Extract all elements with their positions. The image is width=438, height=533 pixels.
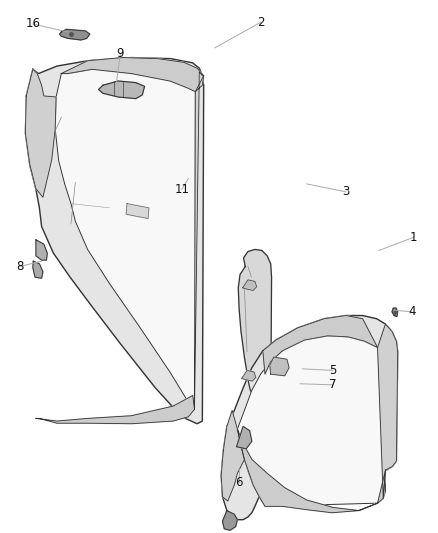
Polygon shape bbox=[36, 395, 194, 424]
Polygon shape bbox=[60, 29, 90, 40]
Polygon shape bbox=[55, 67, 195, 409]
Polygon shape bbox=[221, 316, 398, 520]
Text: 8: 8 bbox=[16, 260, 23, 273]
Polygon shape bbox=[263, 316, 378, 374]
Polygon shape bbox=[237, 429, 385, 513]
Polygon shape bbox=[392, 308, 398, 317]
Polygon shape bbox=[238, 249, 272, 427]
Text: 3: 3 bbox=[343, 185, 350, 198]
Polygon shape bbox=[242, 370, 256, 381]
Polygon shape bbox=[126, 204, 149, 219]
Polygon shape bbox=[99, 81, 145, 99]
Polygon shape bbox=[25, 58, 204, 424]
Polygon shape bbox=[243, 280, 257, 290]
Text: 5: 5 bbox=[329, 364, 336, 377]
Text: 11: 11 bbox=[174, 183, 189, 196]
Text: 7: 7 bbox=[329, 378, 337, 391]
Text: 9: 9 bbox=[117, 47, 124, 60]
Polygon shape bbox=[237, 336, 385, 506]
Polygon shape bbox=[237, 426, 252, 449]
Text: 16: 16 bbox=[25, 18, 40, 30]
Text: 1: 1 bbox=[410, 231, 418, 244]
Text: 2: 2 bbox=[257, 16, 265, 29]
Polygon shape bbox=[378, 324, 398, 498]
Polygon shape bbox=[270, 357, 289, 376]
Polygon shape bbox=[61, 58, 204, 92]
Polygon shape bbox=[223, 511, 237, 530]
Polygon shape bbox=[221, 410, 244, 501]
Polygon shape bbox=[33, 261, 43, 278]
Text: 4: 4 bbox=[408, 305, 416, 318]
Polygon shape bbox=[25, 69, 56, 197]
Polygon shape bbox=[194, 72, 204, 409]
Text: 6: 6 bbox=[235, 476, 243, 489]
Polygon shape bbox=[36, 240, 47, 260]
